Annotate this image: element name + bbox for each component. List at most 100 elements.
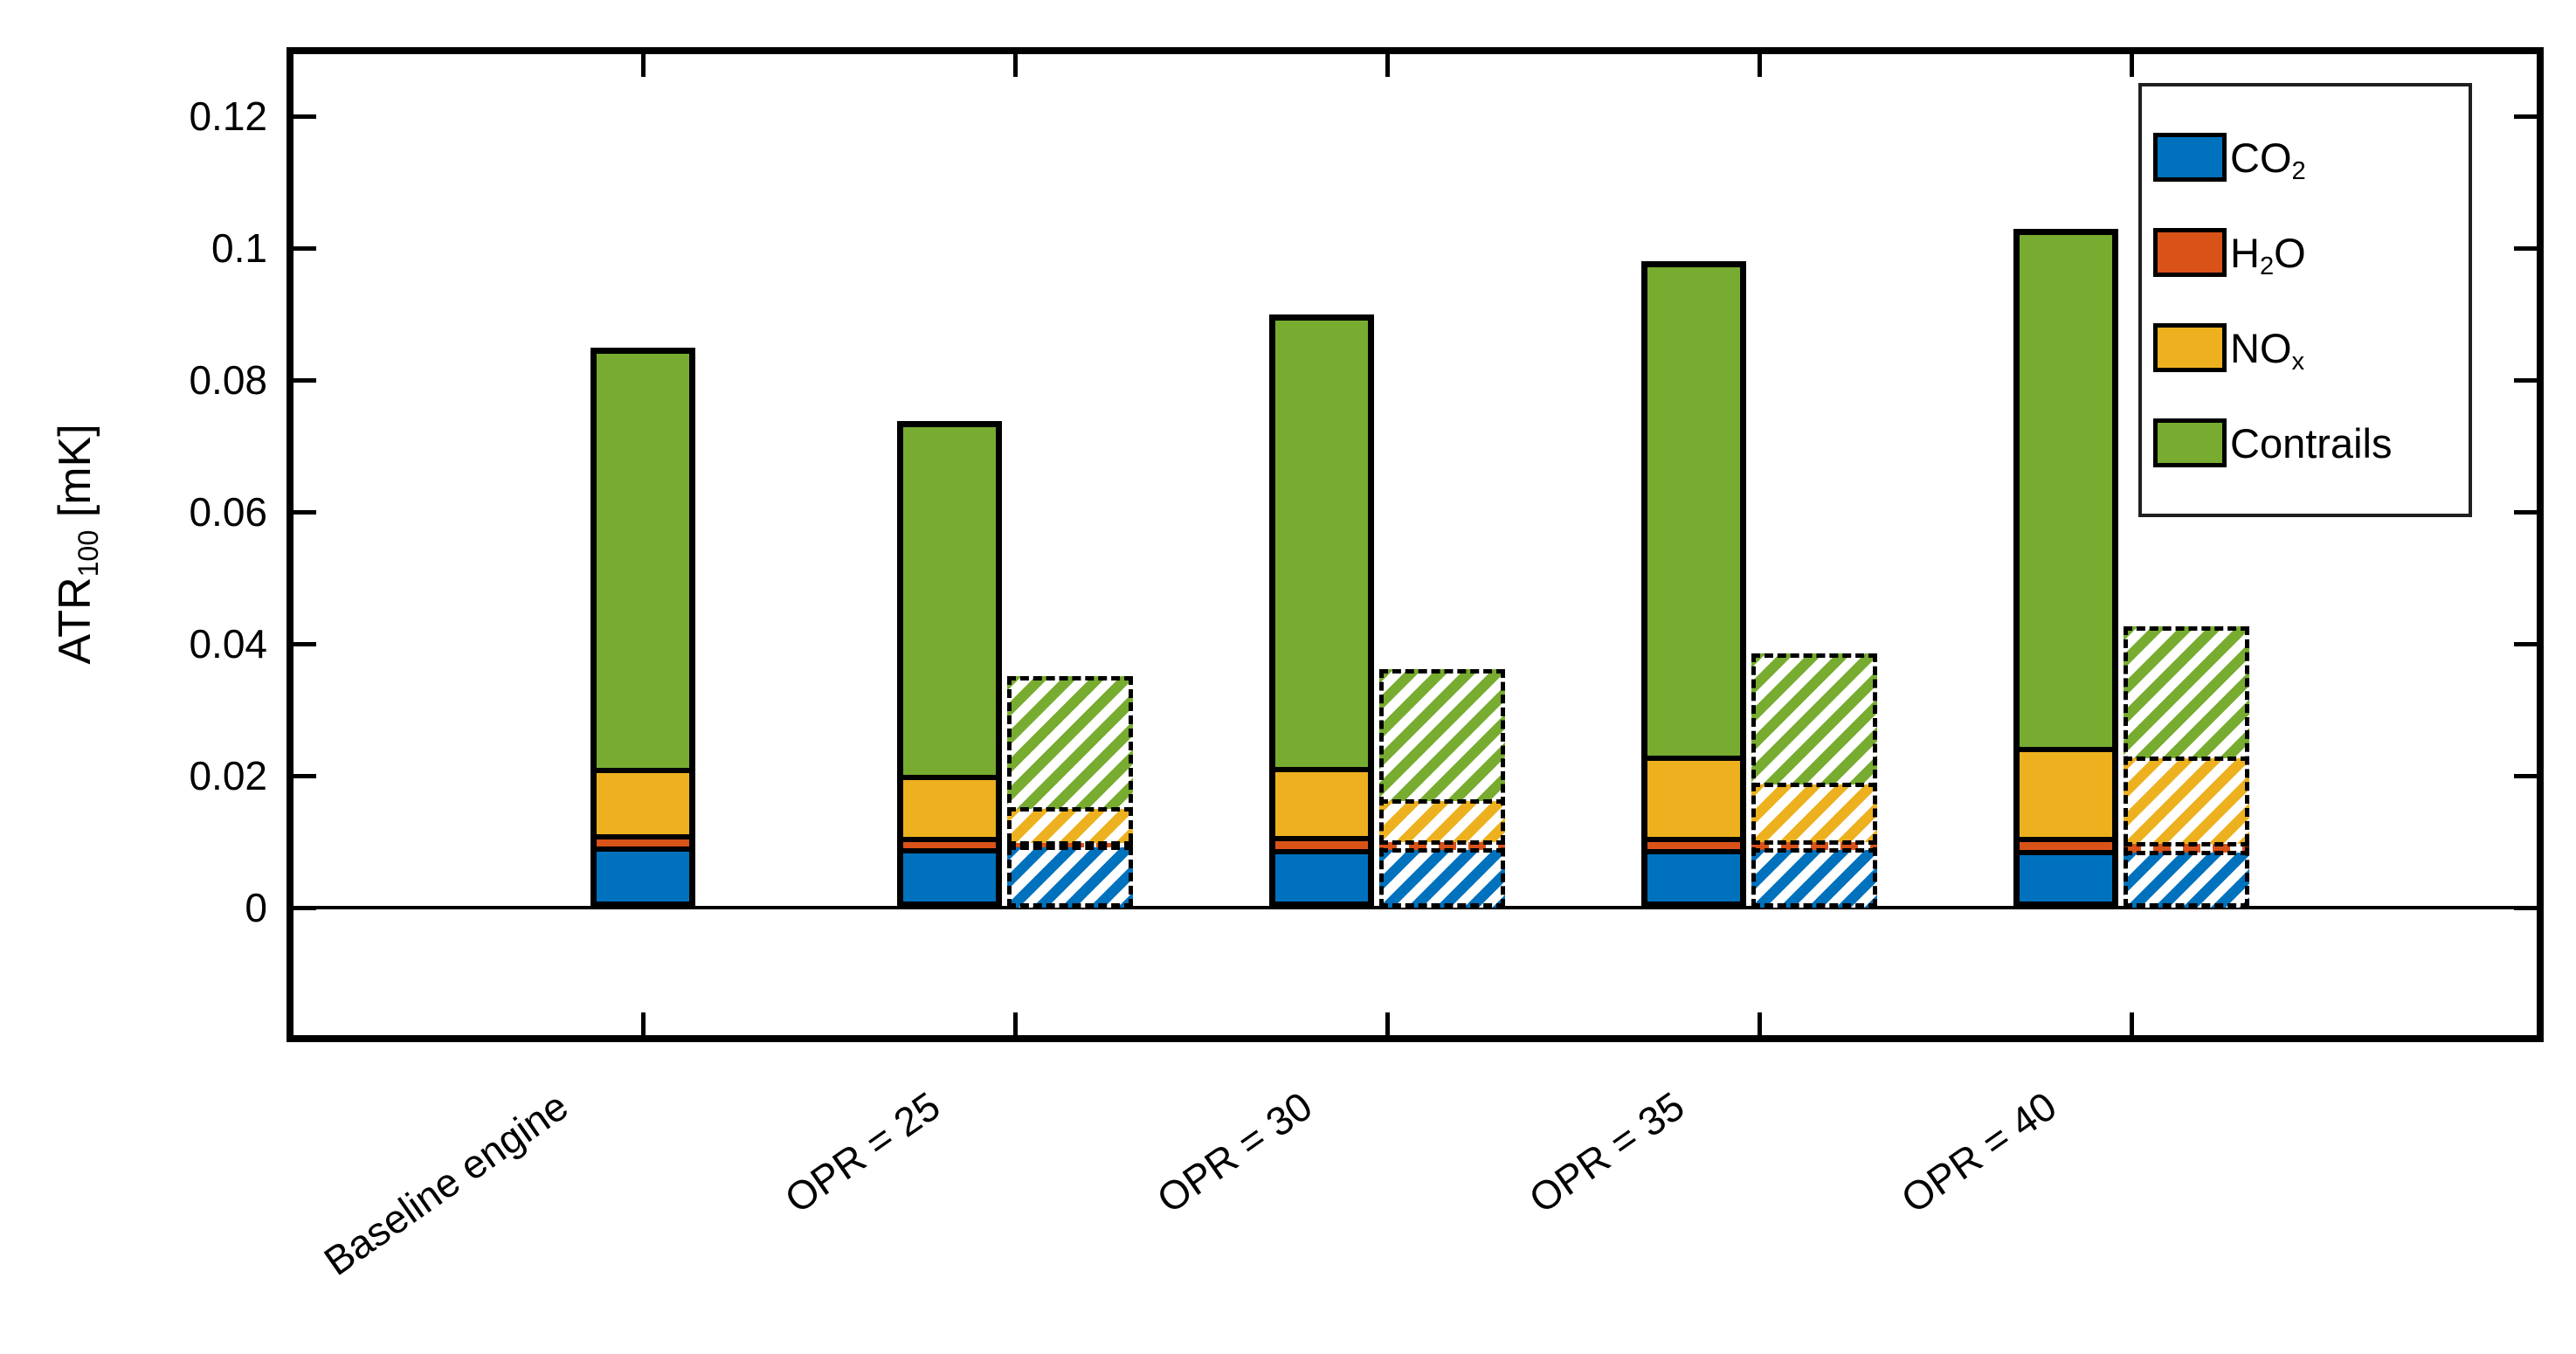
bar-segment-h2o xyxy=(1269,840,1374,849)
bar-segment-divider-dashed xyxy=(1007,846,1133,851)
bar-segment-nox xyxy=(897,777,1002,842)
bar-segment-divider-dashed xyxy=(1751,782,1877,787)
bar-segment-contrails-hatched xyxy=(1751,653,1877,784)
bar-segment-divider xyxy=(1269,767,1374,773)
y-tick-left xyxy=(294,774,316,778)
bar-segment-nox-hatched xyxy=(1379,800,1505,843)
x-tick-bottom xyxy=(1758,1012,1762,1035)
legend-item-contrails: Contrails xyxy=(2142,418,2469,467)
bar-segment-divider-dashed xyxy=(2124,850,2249,855)
solid-bar-outline xyxy=(1641,261,1746,908)
y-tick-right xyxy=(2514,642,2537,646)
bar-segment-divider-dashed xyxy=(1379,848,1505,853)
legend-swatch-contrails xyxy=(2153,418,2227,467)
bar-segment-divider xyxy=(2013,746,2118,752)
bar-segment-nox xyxy=(590,770,695,840)
bar-segment-h2o xyxy=(590,839,695,846)
legend-label-nox: NOx xyxy=(2230,328,2304,375)
y-tick-label: 0.04 xyxy=(189,621,267,667)
bar-segment-divider xyxy=(590,846,695,852)
y-tick-label: 0.06 xyxy=(189,489,267,535)
bar-segment-divider xyxy=(2013,849,2118,855)
bar-segment-divider-dashed xyxy=(2124,756,2249,761)
y-tick-right xyxy=(2514,378,2537,383)
bar-segment-divider xyxy=(2013,836,2118,842)
bar-segment-co2-hatched xyxy=(1379,850,1505,908)
bar-segment-contrails xyxy=(2013,229,2118,750)
x-tick-top xyxy=(1013,54,1018,77)
bar-segment-nox-hatched xyxy=(1751,784,1877,843)
bar-segment-h2o xyxy=(897,841,1002,849)
bar-segment-contrails xyxy=(897,420,1002,778)
bar-segment-co2 xyxy=(2013,849,2118,908)
y-tick-left xyxy=(294,246,316,251)
bar-segment-divider xyxy=(590,767,695,773)
bar-segment-co2-hatched xyxy=(1007,847,1133,908)
y-tick-left xyxy=(294,378,316,383)
legend-label-text: CO xyxy=(2230,134,2292,181)
x-tick-label: OPR = 30 xyxy=(1148,1082,1321,1222)
bar-segment-co2 xyxy=(1269,848,1374,908)
x-tick-bottom xyxy=(1385,1012,1390,1035)
y-tick-label: 0.02 xyxy=(189,753,267,798)
bar-segment-contrails xyxy=(590,348,695,770)
bar-segment-nox xyxy=(1641,758,1746,842)
hatched-bar-outline xyxy=(2124,625,2249,908)
bar-segment-divider xyxy=(1641,848,1746,854)
y-tick-left xyxy=(294,114,316,119)
bar-segment-contrails-hatched xyxy=(2124,625,2249,758)
x-tick-label: OPR = 35 xyxy=(1520,1082,1693,1222)
bar-segment-divider-dashed xyxy=(1007,841,1133,846)
bar-segment-divider xyxy=(1269,835,1374,841)
legend-label-contrails: Contrails xyxy=(2230,423,2392,464)
x-tick-label: OPR = 40 xyxy=(1892,1082,2065,1222)
bar-segment-nox xyxy=(2013,749,2118,842)
bar-segment-divider xyxy=(1641,836,1746,842)
x-tick-top xyxy=(1758,54,1762,77)
bar-segment-h2o xyxy=(1641,841,1746,849)
legend-swatch-h2o xyxy=(2153,228,2227,277)
bar-segment-divider xyxy=(1269,848,1374,854)
y-axis-label: ATR100 [mK] xyxy=(49,424,104,665)
bar-segment-divider-dashed xyxy=(1007,806,1133,812)
solid-bar-outline xyxy=(2013,229,2118,908)
bar-segment-nox-hatched xyxy=(1007,808,1133,843)
legend-label-text: 2 xyxy=(2259,252,2275,280)
x-tick-top xyxy=(641,54,646,77)
x-tick-bottom xyxy=(1013,1012,1018,1035)
legend-label-text: 2 xyxy=(2291,156,2306,185)
y-axis-label-text: ATR xyxy=(50,577,100,665)
y-tick-right xyxy=(2514,114,2537,119)
bar-segment-divider-dashed xyxy=(2124,841,2249,846)
bar-segment-contrails-hatched xyxy=(1007,675,1133,809)
x-tick-label: Baseline engine xyxy=(315,1082,577,1284)
x-tick-top xyxy=(1385,54,1390,77)
bar-segment-contrails xyxy=(1269,314,1374,770)
legend-label-text: H xyxy=(2230,229,2260,276)
bar-segment-divider xyxy=(1641,756,1746,762)
bar-segment-h2o-hatched xyxy=(1379,842,1505,851)
bar-segment-contrails xyxy=(1641,261,1746,759)
y-tick-label: 0.1 xyxy=(211,225,267,271)
legend-label-text: O xyxy=(2274,229,2306,276)
bar-segment-co2 xyxy=(897,848,1002,908)
bar-segment-divider xyxy=(897,836,1002,842)
legend-item-h2o: H2O xyxy=(2142,228,2469,280)
bar-segment-divider-dashed xyxy=(1379,840,1505,846)
bar-segment-co2 xyxy=(590,846,695,908)
bar-segment-divider xyxy=(590,834,695,840)
bar-segment-h2o-hatched xyxy=(1751,842,1877,851)
legend-item-nox: NOx xyxy=(2142,323,2469,375)
bar-segment-nox-hatched xyxy=(2124,757,2249,844)
bar-segment-nox xyxy=(1269,770,1374,841)
y-tick-label: 0.08 xyxy=(189,357,267,403)
bar-segment-co2-hatched xyxy=(1751,850,1877,908)
bar-segment-divider xyxy=(897,775,1002,781)
solid-bar-outline xyxy=(897,420,1002,908)
x-tick-top xyxy=(2130,54,2134,77)
y-tick-right xyxy=(2514,246,2537,251)
y-tick-right xyxy=(2514,774,2537,778)
y-axis-label-text: [mK] xyxy=(50,424,100,530)
bar-segment-h2o-hatched xyxy=(2124,843,2249,853)
